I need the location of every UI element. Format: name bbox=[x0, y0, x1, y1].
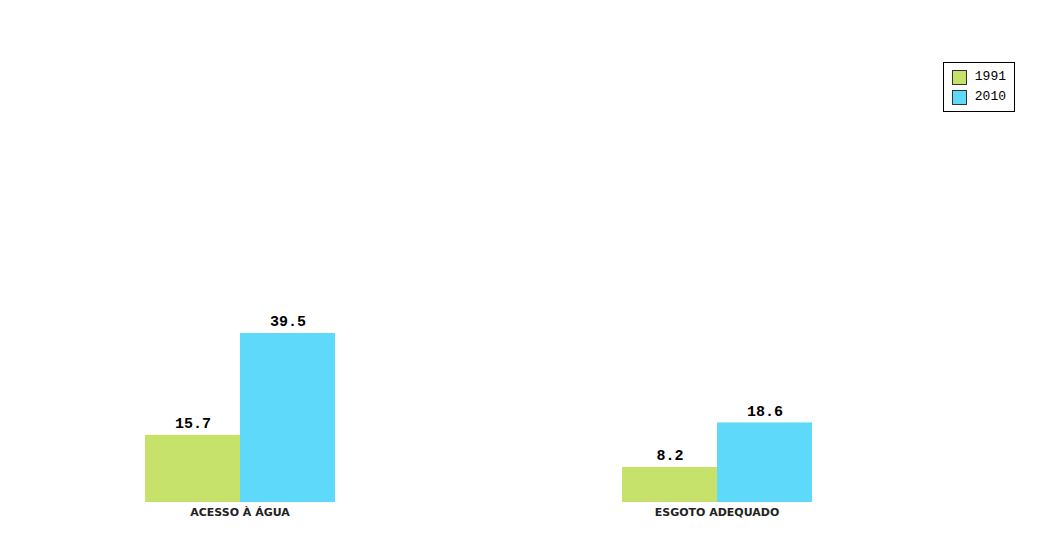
svg-text:ACESSO À ÁGUA: ACESSO À ÁGUA bbox=[190, 506, 290, 519]
svg-text:ESGOTO ADEQUADO: ESGOTO ADEQUADO bbox=[655, 506, 780, 519]
svg-text:39.5: 39.5 bbox=[270, 314, 306, 331]
svg-text:18.6: 18.6 bbox=[747, 404, 783, 421]
svg-text:15.7: 15.7 bbox=[175, 416, 211, 433]
html-text:1991: 1991 bbox=[974, 69, 1006, 84]
html-text:2010: 2010 bbox=[974, 89, 1006, 104]
svg-text:8.2: 8.2 bbox=[656, 448, 683, 465]
